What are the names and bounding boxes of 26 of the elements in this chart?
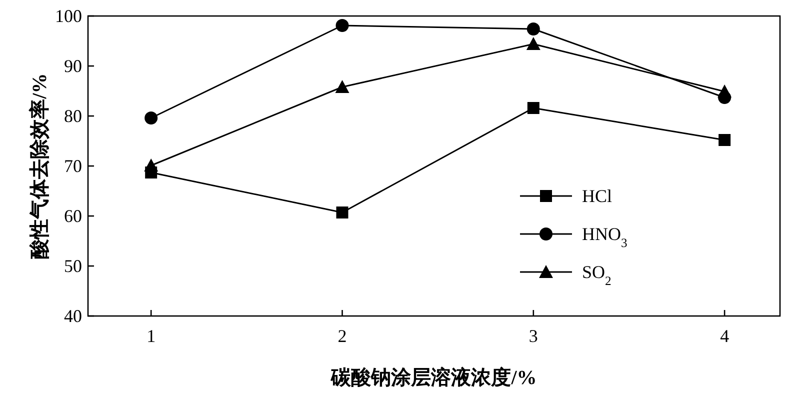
legend-label: SO$_{2}$	[582, 262, 612, 288]
point	[144, 158, 158, 172]
y-tick-label: 50	[64, 256, 82, 276]
x-tick-label: 3	[528, 326, 538, 346]
point	[527, 102, 540, 114]
y-tick-label: 70	[64, 156, 82, 176]
point	[718, 134, 731, 146]
point	[336, 206, 348, 218]
x-axis-title: 碳酸钠涂层溶液浓度/%	[330, 366, 537, 389]
point	[336, 19, 349, 32]
point	[526, 22, 540, 36]
x-tick-label: 4	[720, 326, 730, 346]
point	[335, 80, 350, 93]
y-tick-label: 60	[64, 206, 82, 226]
legend-label: HCl	[582, 186, 612, 206]
x-tick-label: 2	[338, 326, 347, 346]
y-tick-label: 90	[64, 56, 82, 76]
point	[526, 37, 540, 50]
point	[144, 112, 158, 124]
y-tick-label: 80	[64, 106, 82, 126]
y-tick-label: 100	[55, 6, 82, 26]
y-axis-title: 酸性气体去除效率/%	[28, 73, 51, 259]
point	[718, 84, 732, 98]
y-tick-label: 40	[64, 306, 82, 326]
legend-label: HNO$_{3}$	[582, 224, 628, 250]
x-tick-label: 1	[146, 326, 156, 346]
